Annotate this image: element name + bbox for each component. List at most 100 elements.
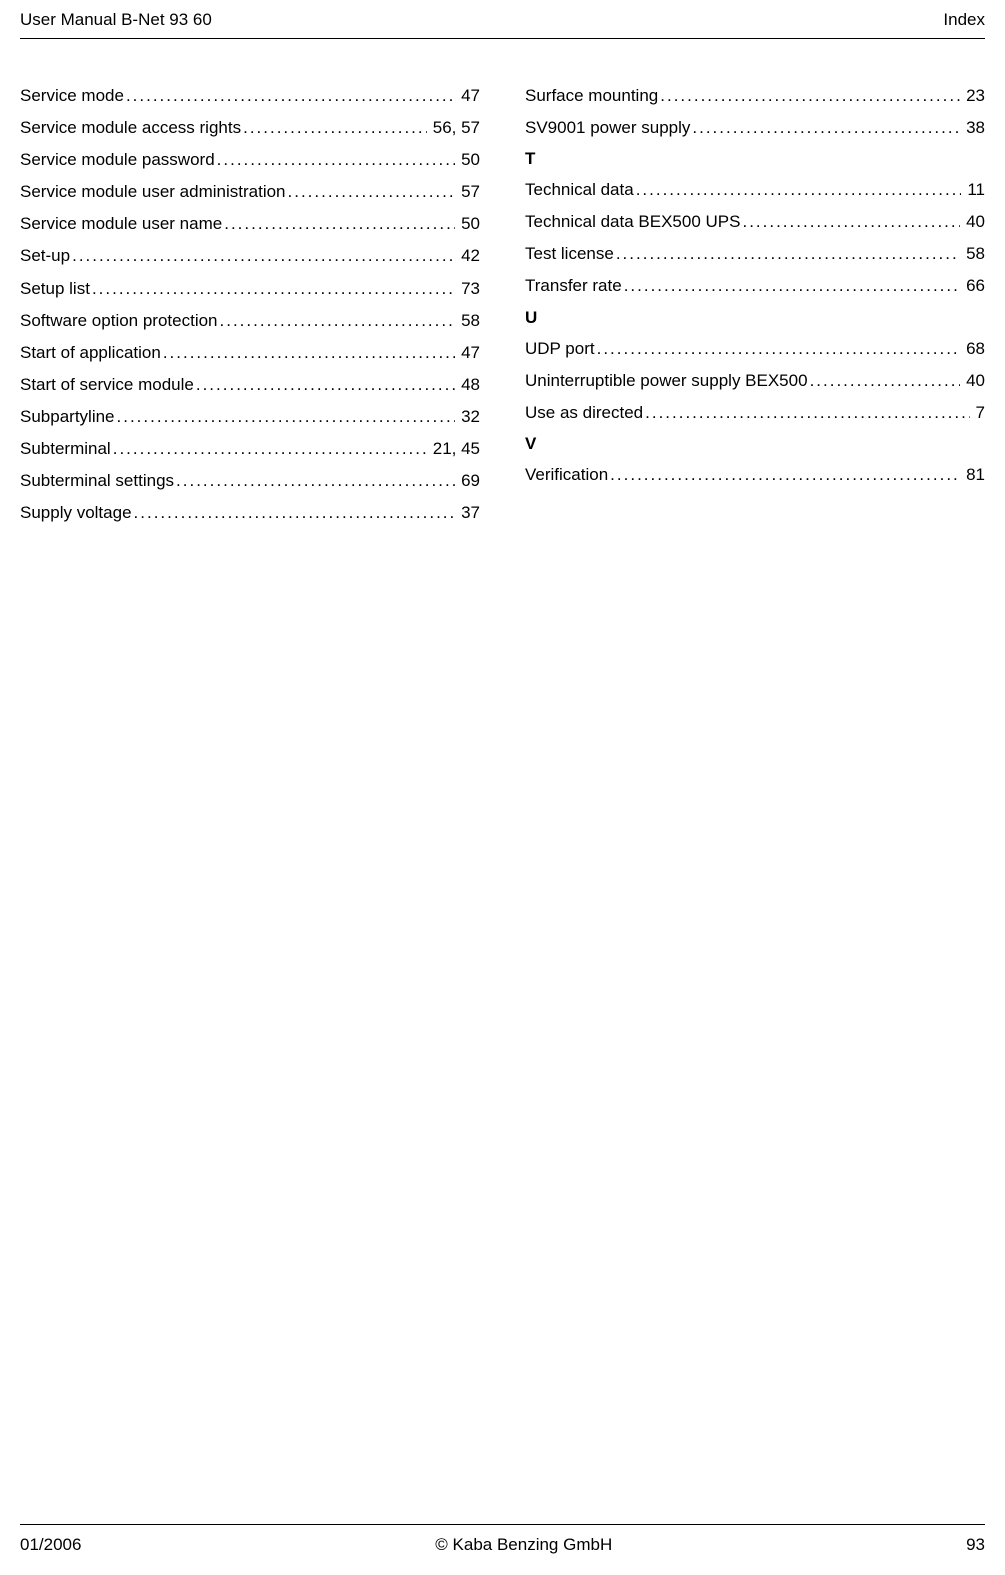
- index-page-number: 40: [962, 370, 985, 392]
- index-leader-dots: [645, 402, 969, 424]
- index-entry: Technical data BEX500 UPS 40: [525, 211, 985, 233]
- index-leader-dots: [288, 181, 456, 203]
- index-entry: Test license 58: [525, 243, 985, 265]
- index-leader-dots: [126, 85, 455, 107]
- index-term: Subpartyline: [20, 406, 115, 428]
- page: User Manual B-Net 93 60 Index Service mo…: [0, 0, 1005, 1575]
- index-page-number: 7: [972, 402, 985, 424]
- index-entry: Service module access rights 56, 57: [20, 117, 480, 139]
- index-entry: SV9001 power supply 38: [525, 117, 985, 139]
- index-term: SV9001 power supply: [525, 117, 690, 139]
- index-entry: Service module password 50: [20, 149, 480, 171]
- index-term: Verification: [525, 464, 608, 486]
- index-leader-dots: [597, 338, 960, 360]
- index-page-number: 56, 57: [429, 117, 480, 139]
- index-leader-dots: [624, 275, 960, 297]
- header-rule: [20, 38, 985, 39]
- index-section-letter: T: [525, 149, 985, 169]
- index-leader-dots: [117, 406, 456, 428]
- page-footer: 01/2006 © Kaba Benzing GmbH 93: [0, 1535, 1005, 1555]
- index-leader-dots: [610, 464, 960, 486]
- index-term: Service module access rights: [20, 117, 241, 139]
- index-term: Software option protection: [20, 310, 218, 332]
- index-term: Uninterruptible power supply BEX500: [525, 370, 808, 392]
- index-page-number: 38: [962, 117, 985, 139]
- index-leader-dots: [742, 211, 960, 233]
- index-term: Service mode: [20, 85, 124, 107]
- index-leader-dots: [92, 278, 455, 300]
- index-leader-dots: [810, 370, 961, 392]
- index-entry: Subterminal settings 69: [20, 470, 480, 492]
- index-leader-dots: [220, 310, 456, 332]
- index-entry: Start of service module 48: [20, 374, 480, 396]
- index-term: Service module user administration: [20, 181, 286, 203]
- index-leader-dots: [176, 470, 455, 492]
- index-page-number: 32: [457, 406, 480, 428]
- index-section-letter: U: [525, 308, 985, 328]
- index-entry: Uninterruptible power supply BEX500 40: [525, 370, 985, 392]
- index-entry: Verification 81: [525, 464, 985, 486]
- index-page-number: 69: [457, 470, 480, 492]
- index-entry: Service mode 47: [20, 85, 480, 107]
- index-leader-dots: [224, 213, 455, 235]
- footer-rule: [20, 1524, 985, 1525]
- index-term: Start of service module: [20, 374, 194, 396]
- index-leader-dots: [616, 243, 960, 265]
- index-leader-dots: [72, 245, 455, 267]
- index-page-number: 42: [457, 245, 480, 267]
- index-entry: Setup list 73: [20, 278, 480, 300]
- index-entry: Start of application 47: [20, 342, 480, 364]
- index-term: Service module password: [20, 149, 215, 171]
- index-leader-dots: [636, 179, 962, 201]
- index-columns: Service mode 47 Service module access righ…: [20, 85, 985, 534]
- index-entry: Subpartyline 32: [20, 406, 480, 428]
- index-page-number: 48: [457, 374, 480, 396]
- index-term: Subterminal settings: [20, 470, 174, 492]
- index-entry: Subterminal 21, 45: [20, 438, 480, 460]
- index-entry: Technical data 11: [525, 179, 985, 201]
- index-term: Start of application: [20, 342, 161, 364]
- header-right: Index: [943, 10, 985, 30]
- index-column-left: Service mode 47 Service module access righ…: [20, 85, 480, 534]
- index-page-number: 68: [962, 338, 985, 360]
- index-entry: Use as directed 7: [525, 402, 985, 424]
- index-entry: Surface mounting 23: [525, 85, 985, 107]
- index-page-number: 58: [457, 310, 480, 332]
- index-page-number: 50: [457, 213, 480, 235]
- footer-center: © Kaba Benzing GmbH: [435, 1535, 612, 1555]
- index-term: Surface mounting: [525, 85, 658, 107]
- index-leader-dots: [134, 502, 456, 524]
- index-entry: Service module user administration 57: [20, 181, 480, 203]
- index-page-number: 21, 45: [429, 438, 480, 460]
- header-left: User Manual B-Net 93 60: [20, 10, 212, 30]
- index-leader-dots: [113, 438, 427, 460]
- index-leader-dots: [196, 374, 455, 396]
- index-page-number: 57: [457, 181, 480, 203]
- index-column-right: Surface mounting 23 SV9001 power supply 3…: [525, 85, 985, 534]
- index-entry: Service module user name50: [20, 213, 480, 235]
- index-page-number: 81: [962, 464, 985, 486]
- index-leader-dots: [660, 85, 960, 107]
- index-page-number: 47: [457, 342, 480, 364]
- index-entry: Supply voltage 37: [20, 502, 480, 524]
- index-page-number: 40: [962, 211, 985, 233]
- index-page-number: 73: [457, 278, 480, 300]
- index-leader-dots: [692, 117, 960, 139]
- index-term: Technical data BEX500 UPS: [525, 211, 740, 233]
- index-term: UDP port: [525, 338, 595, 360]
- index-term: Transfer rate: [525, 275, 622, 297]
- index-term: Setup list: [20, 278, 90, 300]
- footer-left: 01/2006: [20, 1535, 81, 1555]
- index-page-number: 50: [457, 149, 480, 171]
- index-term: Use as directed: [525, 402, 643, 424]
- index-term: Supply voltage: [20, 502, 132, 524]
- index-section-letter: V: [525, 434, 985, 454]
- index-page-number: 58: [962, 243, 985, 265]
- index-term: Set-up: [20, 245, 70, 267]
- index-entry: Transfer rate 66: [525, 275, 985, 297]
- index-page-number: 11: [963, 179, 985, 201]
- index-term: Subterminal: [20, 438, 111, 460]
- index-entry: UDP port 68: [525, 338, 985, 360]
- index-page-number: 47: [457, 85, 480, 107]
- index-page-number: 37: [457, 502, 480, 524]
